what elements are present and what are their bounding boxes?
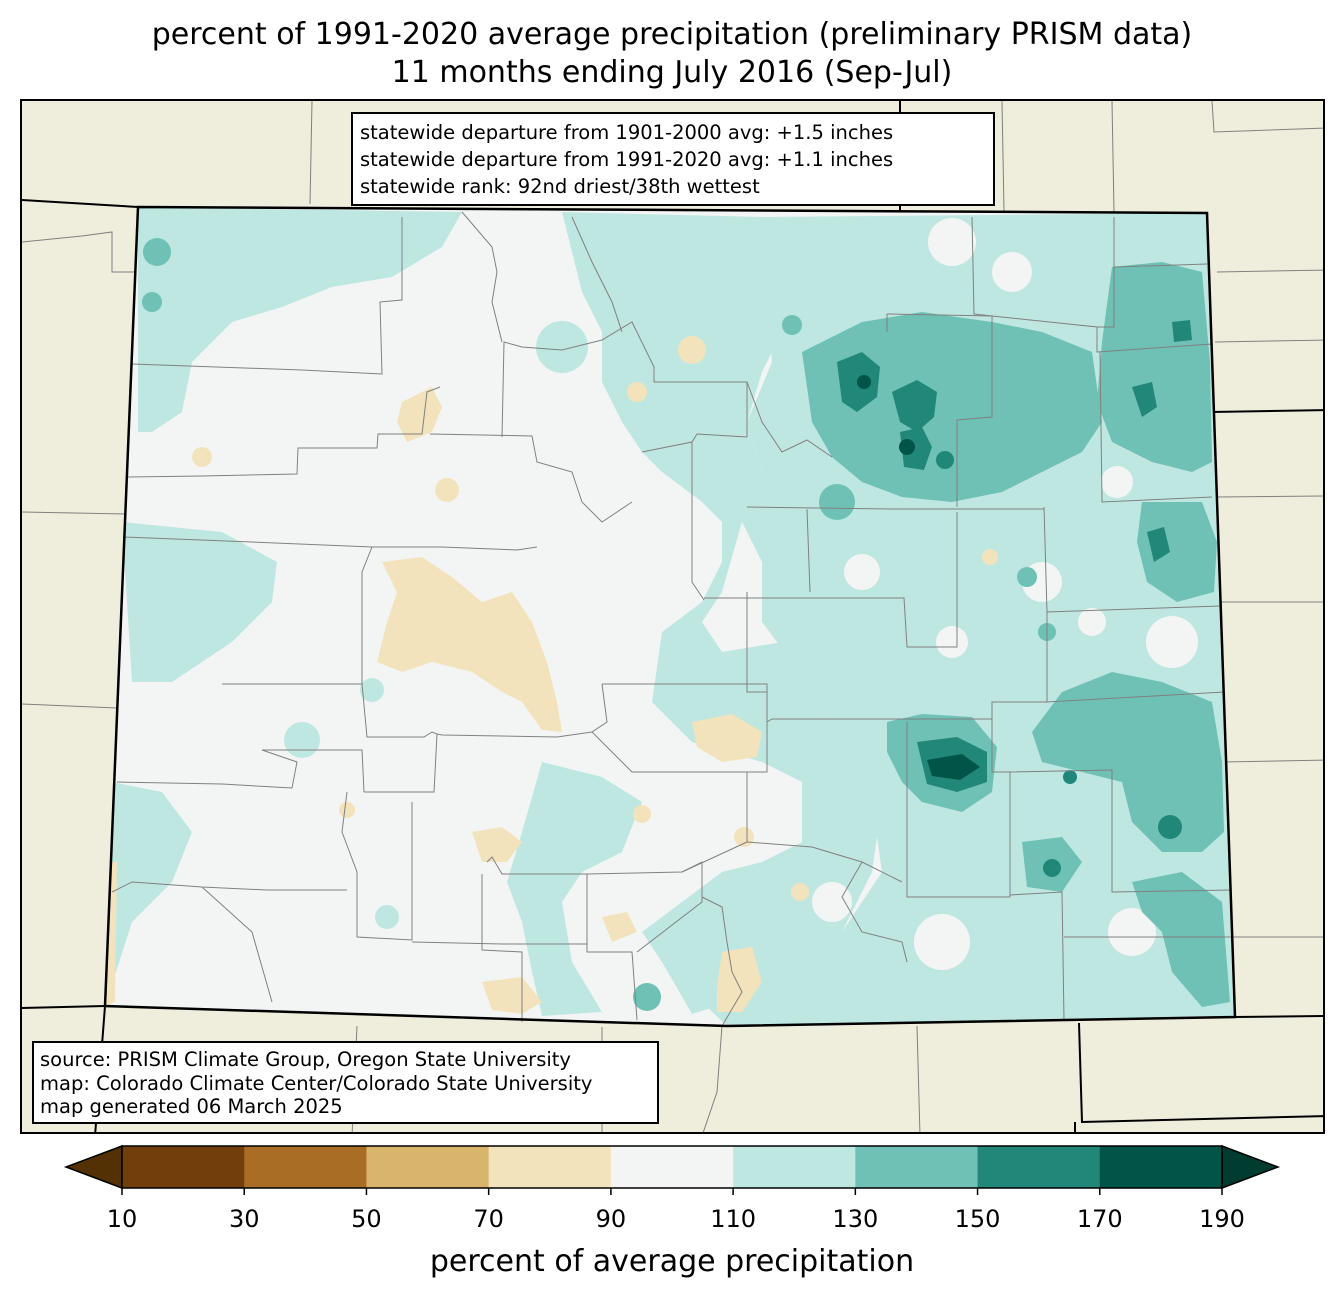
colorbar-tick-label: 90: [595, 1205, 627, 1233]
colorbar-over-triangle: [1221, 1144, 1281, 1190]
statewide-rank: statewide rank: 92nd driest/38th wettest: [360, 175, 760, 198]
map-frame: [20, 99, 1325, 1134]
colorbar-tick-label: 10: [106, 1205, 138, 1233]
colorbar-outline: [121, 1145, 1223, 1189]
statewide-stats-box: statewide departure from 1901-2000 avg: …: [351, 112, 995, 206]
colorbar-tick-label: 170: [1076, 1205, 1123, 1233]
colorbar-tick-label: 150: [954, 1205, 1001, 1233]
county-lines: [111, 211, 1233, 1027]
map-title: percent of 1991-2020 average precipitati…: [151, 17, 1193, 52]
colorado-border: [103, 205, 1237, 1028]
source-credits-box: source: PRISM Climate Group, Oregon Stat…: [32, 1041, 659, 1124]
colorbar-bin-30-50: [244, 1146, 367, 1188]
colorbar-bin-110-130: [733, 1146, 856, 1188]
precipitation-contours: [105, 207, 1235, 1026]
colorbar-under-triangle: [63, 1144, 123, 1190]
colorbar: [63, 1144, 1281, 1195]
colorbar-bin-10-30: [122, 1146, 245, 1188]
colorbar-tick-label: 190: [1199, 1205, 1245, 1233]
colorbar-bin-170-190: [1099, 1146, 1223, 1188]
map-subtitle: 11 months ending July 2016 (Sep-Jul): [391, 55, 953, 90]
colorbar-bin-50-70: [366, 1146, 490, 1188]
source-credit: source: PRISM Climate Group, Oregon Stat…: [40, 1048, 571, 1071]
colorbar-bin-130-150: [855, 1146, 979, 1188]
colorbar-tick-label: 130: [832, 1205, 879, 1233]
precipitation-map: [22, 101, 1323, 1132]
colorbar-tick-label: 70: [473, 1205, 504, 1233]
departure-1991-2020: statewide departure from 1991-2020 avg: …: [360, 148, 894, 171]
colorbar-tick-label: 110: [710, 1205, 757, 1233]
colorbar-tick-label: 50: [351, 1205, 382, 1233]
colorbar-bin-90-110: [610, 1146, 734, 1188]
colorbar-tick-label: 30: [228, 1205, 260, 1233]
colorbar-bin-150-170: [977, 1146, 1101, 1188]
generated-date: map generated 06 March 2025: [40, 1095, 343, 1118]
colorbar-label: percent of average precipitation: [429, 1244, 915, 1279]
map-credit: map: Colorado Climate Center/Colorado St…: [40, 1071, 593, 1095]
colorbar-bin-70-90: [488, 1146, 612, 1188]
departure-1901-2000: statewide departure from 1901-2000 avg: …: [360, 121, 894, 144]
